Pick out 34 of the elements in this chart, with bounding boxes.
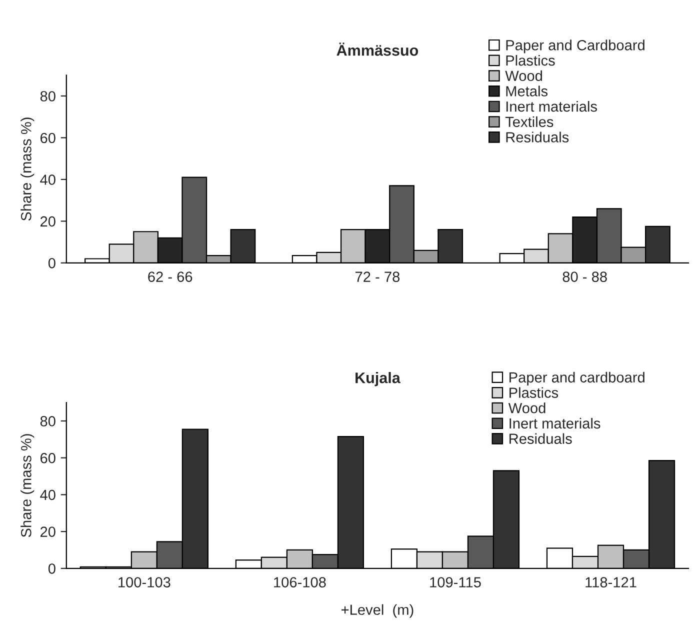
x-tick-label: 80 - 88: [562, 272, 607, 282]
y-tick-label: 20: [40, 216, 56, 227]
legend-label: Textiles: [505, 116, 554, 128]
y-tick-label: 60: [40, 452, 56, 464]
y-tick-label: 0: [48, 564, 56, 574]
x-tick-label: 118-121: [586, 577, 636, 588]
legend-label: Plastics: [506, 54, 555, 66]
x-tick-label: 100-103: [118, 577, 170, 588]
chart-title: Ämmässuo: [336, 42, 418, 56]
legend-label: Metals: [506, 86, 548, 96]
y-tick-label: 80: [40, 91, 56, 102]
legend-label: Paper and cardboard: [510, 372, 644, 386]
x-axis-title: +Level (m): [342, 604, 414, 618]
y-tick-label: 40: [40, 490, 56, 500]
y-tick-label: 60: [40, 132, 56, 144]
legend-label: Inert materials: [510, 418, 600, 429]
y-tick-label: 20: [40, 526, 56, 537]
x-tick-label: 72 - 78: [356, 272, 400, 282]
legend-label: Residuals: [506, 132, 569, 142]
y-axis-title: Share (mass %): [20, 434, 34, 538]
legend-label: Paper and Cardboard: [506, 40, 644, 54]
legend-label: Residuals: [510, 433, 572, 444]
y-tick-label: 0: [48, 258, 56, 268]
chart-title: Kujala: [356, 372, 400, 386]
y-tick-label: 80: [40, 416, 56, 426]
x-tick-label: 62 - 66: [148, 272, 192, 282]
legend-label: Inert materials: [506, 101, 597, 112]
x-tick-label: 106-108: [274, 577, 326, 588]
y-tick-label: 40: [40, 174, 56, 185]
y-axis-title: Share (mass %): [20, 118, 34, 221]
legend-label: Wood: [508, 402, 546, 414]
legend-label: Wood: [505, 70, 542, 82]
x-tick-label: 109-115: [430, 577, 481, 588]
legend-label: Plastics: [510, 387, 558, 398]
